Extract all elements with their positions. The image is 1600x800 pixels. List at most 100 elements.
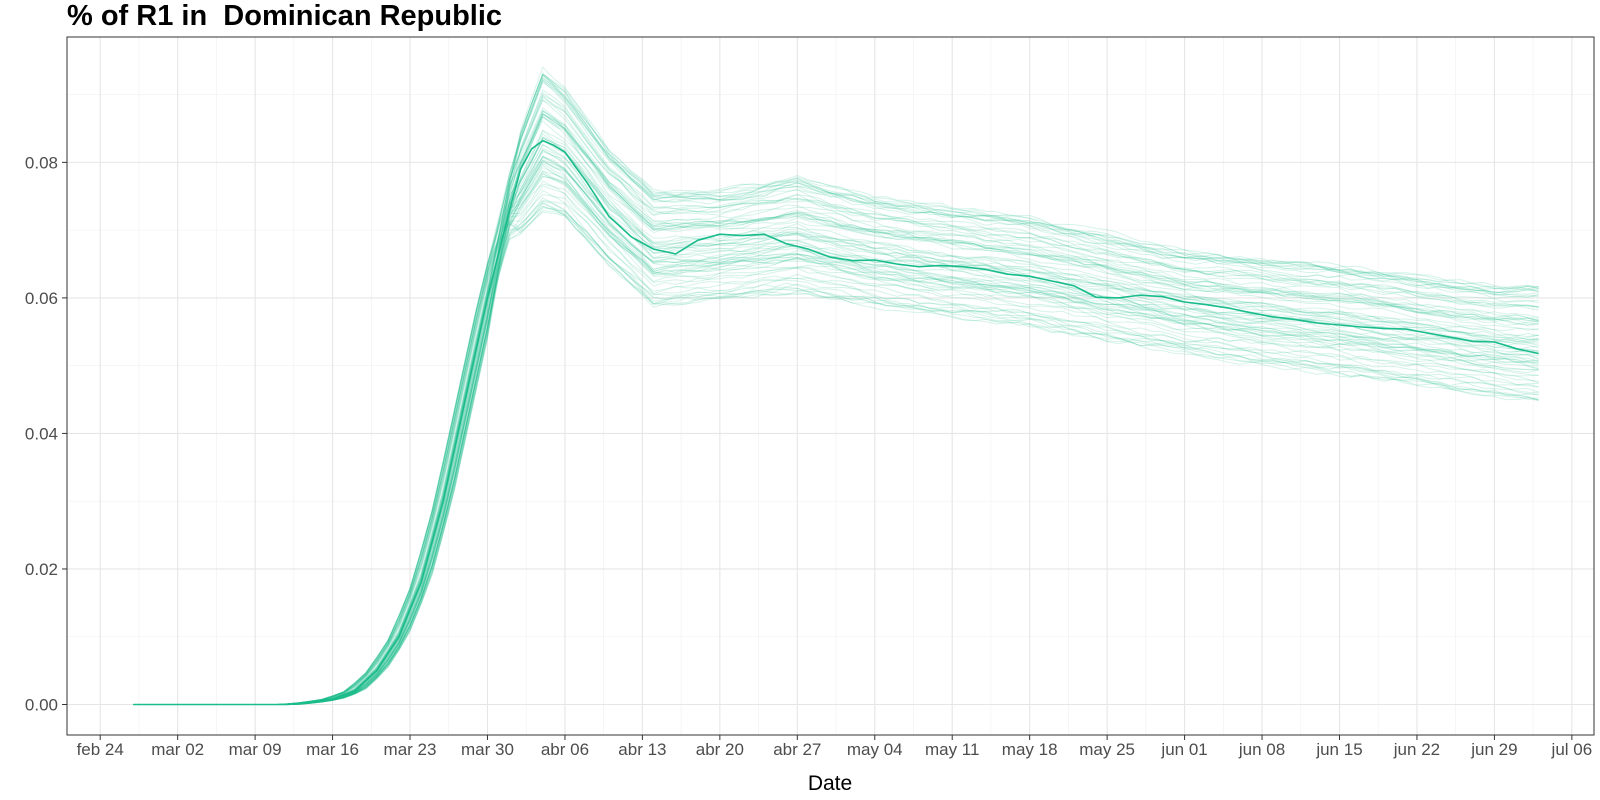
ensemble-run-line	[133, 200, 1539, 705]
ensemble-run-line	[133, 94, 1539, 705]
x-tick-label: jun 22	[1393, 740, 1440, 759]
ensemble-run-line	[133, 73, 1539, 705]
ensemble-run-line	[133, 205, 1539, 705]
x-tick-label: jun 29	[1470, 740, 1517, 759]
ensemble-run-line	[133, 137, 1539, 705]
y-tick-label: 0.00	[25, 696, 58, 715]
ensemble-run-line	[133, 113, 1539, 705]
ensemble-run-line	[133, 183, 1539, 705]
ensemble-run-line	[133, 115, 1539, 705]
chart-title: % of R1 in Dominican Republic	[67, 0, 503, 32]
y-tick-label: 0.08	[25, 153, 58, 172]
ensemble-run-line	[133, 76, 1539, 705]
x-tick-label: jul 06	[1551, 740, 1593, 759]
grid-lines	[67, 37, 1594, 735]
ensemble-run-line	[133, 137, 1539, 705]
ensemble-run-line	[133, 112, 1539, 705]
x-tick-label: mar 23	[384, 740, 437, 759]
ensemble-run-line	[133, 149, 1539, 705]
x-tick-label: may 25	[1079, 740, 1135, 759]
ensemble-run-line	[133, 175, 1539, 705]
ensemble-run-line	[133, 193, 1539, 705]
ensemble-run-line	[133, 207, 1539, 705]
ensemble-run-line	[133, 210, 1539, 705]
ensemble-run-line	[133, 66, 1539, 705]
ensemble-run-line	[133, 129, 1539, 705]
ensemble-run-line	[133, 159, 1539, 705]
median-series-line	[133, 139, 1539, 706]
ensemble-run-line	[133, 201, 1539, 705]
ensemble-run-line	[133, 94, 1539, 705]
ensemble-run-line	[133, 143, 1539, 705]
ensemble-run-line	[133, 109, 1539, 705]
x-tick-label: abr 06	[541, 740, 589, 759]
ensemble-run-line	[133, 173, 1539, 705]
x-tick-label: mar 16	[306, 740, 359, 759]
ensemble-run-line	[133, 113, 1539, 705]
ensemble-run-line	[133, 81, 1539, 705]
plot-border	[66, 36, 1595, 736]
ensemble-run-line	[133, 139, 1539, 705]
ensemble-run-line	[133, 199, 1539, 705]
ensemble-run-line	[133, 115, 1539, 705]
x-tick-label: may 04	[847, 740, 903, 759]
x-axis-title: Date	[808, 772, 852, 795]
ensemble-run-line	[133, 132, 1539, 705]
x-tick-label: jun 15	[1315, 740, 1362, 759]
x-tick-label: feb 24	[77, 740, 124, 759]
ensemble-run-line	[133, 80, 1539, 705]
ensemble-run-line	[133, 89, 1539, 705]
ensemble-run-line	[133, 136, 1539, 705]
ensemble-run-line	[133, 110, 1539, 705]
ensemble-run-line	[133, 130, 1539, 705]
ensemble-run-line	[133, 110, 1539, 705]
ensemble-run-line	[133, 77, 1539, 705]
ensemble-run-line	[133, 149, 1539, 705]
x-tick-label: mar 09	[229, 740, 282, 759]
ensemble-run-line	[133, 74, 1539, 705]
ensemble-run-line	[133, 120, 1539, 705]
ensemble-run-line	[133, 99, 1539, 705]
ensemble-run-line	[133, 74, 1539, 705]
ensemble-run-line	[133, 164, 1539, 705]
ensemble-run-line	[133, 170, 1539, 705]
ensemble-run-line	[133, 138, 1539, 705]
ensemble-run-line	[133, 205, 1539, 705]
x-tick-label: mar 02	[151, 740, 204, 759]
y-tick-label: 0.02	[25, 560, 58, 579]
ensemble-run-line	[133, 135, 1539, 705]
ensemble-run-line	[133, 176, 1539, 705]
ensemble-run-line	[133, 107, 1539, 705]
ensemble-run-line	[133, 161, 1539, 705]
ensemble-run-line	[133, 162, 1539, 705]
ensemble-run-line	[133, 79, 1539, 705]
ensemble-run-line	[133, 172, 1539, 705]
x-tick-label: may 11	[925, 740, 980, 759]
ensemble-run-line	[133, 73, 1539, 705]
y-tick-label: 0.06	[25, 289, 58, 308]
ensemble-run-line	[133, 180, 1539, 705]
ensemble-run-line	[133, 211, 1539, 705]
x-tick-label: abr 27	[773, 740, 821, 759]
ensemble-run-line	[133, 189, 1539, 705]
ensemble-run-line	[133, 166, 1539, 705]
ensemble-run-line	[133, 197, 1539, 705]
x-tick-label: mar 30	[461, 740, 514, 759]
ensemble-run-line	[133, 185, 1539, 705]
ensemble-run-line	[133, 99, 1539, 705]
x-tick-label: abr 20	[696, 740, 744, 759]
y-tick-label: 0.04	[25, 424, 58, 443]
ensemble-run-line	[133, 144, 1539, 705]
x-tick-label: jun 01	[1160, 740, 1207, 759]
ensemble-run-line	[133, 113, 1539, 705]
ensemble-run-line	[133, 113, 1539, 705]
ensemble-run-line	[133, 96, 1539, 705]
x-tick-label: abr 13	[618, 740, 666, 759]
ensemble-run-line	[133, 116, 1539, 705]
x-tick-label: jun 08	[1238, 740, 1285, 759]
ensemble-run-line	[133, 78, 1539, 705]
ensemble-run-line	[133, 156, 1539, 705]
ensemble-run-line	[133, 170, 1539, 705]
axes: feb 24 mar 02 mar 09 mar 16 mar 23 mar 30 abr …	[25, 153, 1592, 759]
